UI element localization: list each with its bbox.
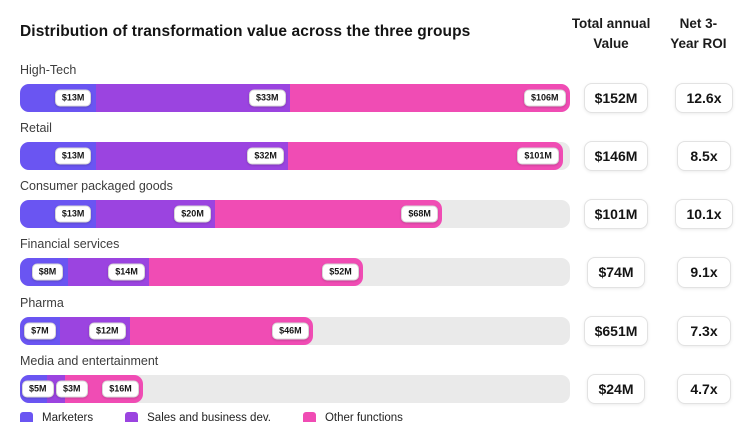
bar-segments: [20, 142, 570, 171]
total-annual-value-box: $146M: [583, 141, 649, 172]
chart-legend: Marketers Sales and business dev. Other fu…: [20, 411, 740, 422]
segment-value-pill: $68M: [401, 205, 438, 223]
chart-row-pharma: Pharma $7M $12M $46M $651M 7.3x: [20, 296, 740, 346]
segment-value-pill: $20M: [174, 205, 211, 223]
segment-value-pill: $106M: [524, 89, 566, 107]
total-annual-value-box: $74M: [587, 257, 645, 288]
column-header-net-3-year-roi: Net 3- Year ROI: [657, 14, 740, 53]
chart-row-consumer-packaged-goods: Consumer packaged goods $13M $20M $68M $101M…: [20, 179, 740, 230]
segment-value-pill: $46M: [272, 322, 309, 340]
segment-value-pill: $13M: [54, 89, 92, 107]
row-main: $8M $14M $52M $74M 9.1x: [20, 257, 740, 288]
column-header-total-line1: Total annual: [571, 16, 651, 31]
legend-label: Other functions: [324, 412, 403, 422]
header: Distribution of transformation value acr…: [20, 14, 740, 53]
total-value-cell: $146M: [570, 141, 662, 172]
net-3-year-roi-box: 9.1x: [677, 257, 731, 288]
bar-track: $8M $14M $52M: [20, 258, 570, 287]
total-value-cell: $152M: [570, 83, 662, 114]
chart-row-retail: Retail $13M $32M $101M $146M 8.5x: [20, 121, 740, 172]
bar-track: $13M $20M $68M: [20, 200, 570, 229]
legend-swatch: [125, 411, 139, 422]
total-annual-value-box: $651M: [583, 315, 649, 346]
roi-value-cell: 7.3x: [662, 315, 746, 346]
row-label: Media and entertainment: [20, 353, 159, 368]
bar-segments: [20, 258, 570, 287]
segment-value-pill: $52M: [322, 263, 359, 281]
roi-value-cell: 10.1x: [662, 199, 746, 230]
segment-value-pill: $12M: [89, 322, 126, 340]
row-main: $13M $20M $68M $101M 10.1x: [20, 199, 740, 230]
row-label: Financial services: [20, 237, 120, 252]
legend-label: Sales and business dev.: [147, 412, 271, 422]
segment-value-pill: $5M: [22, 380, 54, 398]
net-3-year-roi-box: 8.5x: [677, 141, 731, 172]
total-value-cell: $24M: [570, 373, 662, 404]
legend-item-sales-and-business-dev: Sales and business dev.: [125, 411, 271, 422]
chart-rows: High-Tech $13M $33M $106M $152M 12.6x Retail $1…: [20, 63, 740, 404]
row-label: Pharma: [20, 295, 64, 310]
segment-value-pill: $32M: [247, 147, 284, 165]
segment-value-pill: $13M: [54, 205, 92, 223]
column-header-roi-line2: Year ROI: [670, 35, 727, 51]
column-header-total-line2: Value: [593, 35, 629, 51]
row-label: High-Tech: [20, 63, 77, 78]
segment-value-pill: $14M: [108, 263, 145, 281]
segment-value-pill: $16M: [102, 380, 139, 398]
total-annual-value-box: $101M: [583, 199, 649, 230]
chart-row-media-and-entertainment: Media and entertainment $5M $3M $16M $24M 4.7…: [20, 354, 740, 404]
chart-row-high-tech: High-Tech $13M $33M $106M $152M 12.6x: [20, 63, 740, 114]
column-header-total-annual-value: Total annual Value: [565, 14, 656, 53]
bar-track: $13M $32M $101M: [20, 142, 570, 171]
roi-value-cell: 4.7x: [662, 373, 746, 404]
chart-title: Distribution of transformation value acr…: [20, 23, 471, 40]
row-main: $7M $12M $46M $651M 7.3x: [20, 315, 740, 346]
chart-row-financial-services: Financial services $8M $14M $52M $74M 9.1x: [20, 237, 740, 288]
row-main: $13M $33M $106M $152M 12.6x: [20, 83, 740, 114]
bar-segments: [20, 200, 570, 229]
bar-segment-other-functions: [290, 84, 570, 113]
total-annual-value-box: $24M: [587, 373, 645, 404]
row-main: $5M $3M $16M $24M 4.7x: [20, 373, 740, 404]
total-annual-value-box: $152M: [583, 83, 649, 114]
bar-segments: [20, 84, 570, 113]
bar-track: $5M $3M $16M: [20, 374, 570, 403]
legend-label: Marketers: [42, 412, 94, 422]
total-value-cell: $101M: [570, 199, 662, 230]
row-label: Retail: [20, 121, 52, 136]
column-header-roi-line1: Net 3-: [679, 16, 718, 31]
segment-value-pill: $33M: [249, 89, 286, 107]
segment-value-pill: $3M: [56, 380, 88, 398]
segment-value-pill: $13M: [54, 147, 92, 165]
legend-item-other-functions: Other functions: [302, 411, 403, 422]
row-label: Consumer packaged goods: [20, 179, 173, 194]
total-value-cell: $651M: [570, 315, 662, 346]
segment-value-pill: $101M: [517, 147, 559, 165]
roi-value-cell: 8.5x: [662, 141, 746, 172]
roi-value-cell: 12.6x: [662, 83, 746, 114]
legend-swatch: [302, 411, 316, 422]
legend-swatch: [20, 411, 33, 422]
net-3-year-roi-box: 10.1x: [675, 199, 733, 230]
segment-value-pill: $7M: [24, 322, 56, 340]
legend-item-marketers: Marketers: [20, 411, 94, 422]
segment-value-pill: $8M: [31, 263, 64, 281]
net-3-year-roi-box: 4.7x: [677, 373, 731, 404]
net-3-year-roi-box: 7.3x: [677, 315, 731, 346]
roi-value-cell: 9.1x: [662, 257, 746, 288]
total-value-cell: $74M: [570, 257, 662, 288]
row-main: $13M $32M $101M $146M 8.5x: [20, 141, 740, 172]
bar-track: $13M $33M $106M: [20, 84, 570, 113]
net-3-year-roi-box: 12.6x: [675, 83, 733, 114]
bar-track: $7M $12M $46M: [20, 316, 570, 345]
